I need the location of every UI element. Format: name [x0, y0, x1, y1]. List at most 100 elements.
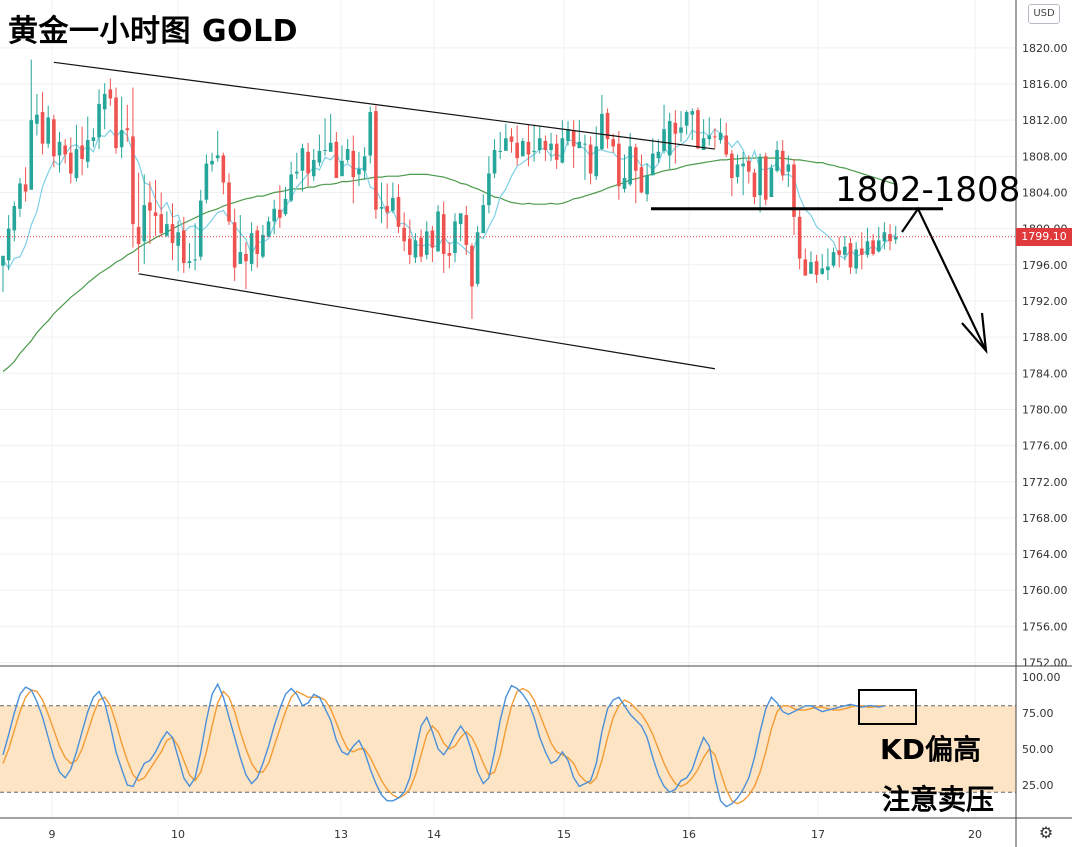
candle — [560, 120, 565, 164]
candle — [690, 108, 695, 141]
candle-body — [854, 249, 858, 269]
candle-body — [464, 215, 469, 245]
candle-body — [306, 151, 310, 174]
candle-body — [662, 129, 666, 151]
price-tick-label: 1776.00 — [1022, 440, 1068, 453]
candle-body — [888, 234, 892, 242]
candle — [424, 221, 429, 260]
candle-body — [334, 141, 339, 179]
date-tick-label: 10 — [171, 828, 185, 841]
candle — [662, 104, 666, 154]
kd-k-line — [2, 682, 885, 808]
candle-body — [893, 236, 898, 240]
candle — [91, 128, 96, 148]
trendlines — [53, 61, 988, 370]
candle — [735, 154, 740, 184]
candle — [684, 110, 689, 135]
candle — [860, 232, 864, 270]
candle — [521, 138, 525, 157]
price-tick-label: 1780.00 — [1022, 403, 1068, 416]
candle-body — [80, 145, 84, 160]
candle — [176, 220, 180, 272]
candle-body — [650, 153, 655, 176]
candle-body — [532, 150, 536, 152]
candle — [741, 151, 745, 196]
candle-body — [526, 141, 531, 155]
candle-body — [244, 253, 248, 262]
candle-body — [193, 259, 197, 261]
currency-button[interactable]: USD — [1028, 4, 1060, 24]
candle-body — [221, 155, 226, 183]
candle — [447, 242, 452, 269]
candle — [515, 125, 519, 166]
candle-body — [707, 135, 712, 140]
candle — [871, 234, 875, 256]
candle-body — [735, 164, 740, 178]
candle — [396, 184, 401, 234]
candle-body — [809, 262, 813, 274]
candle — [498, 131, 502, 160]
candle — [679, 111, 683, 142]
candle-body — [543, 140, 548, 150]
price-tick-label: 1796.00 — [1022, 259, 1068, 272]
kd-tick-label: 75.00 — [1022, 707, 1054, 720]
ma-slow-line — [2, 156, 896, 372]
candle-body — [328, 142, 333, 152]
candle — [876, 226, 881, 253]
candle — [780, 140, 785, 181]
candle — [758, 153, 762, 213]
candle-body — [46, 117, 50, 144]
candle — [119, 96, 124, 159]
candle — [391, 182, 395, 214]
candle — [707, 117, 712, 146]
candle-body — [441, 214, 446, 254]
candle — [826, 248, 830, 281]
candle — [848, 237, 853, 274]
candle — [475, 225, 480, 287]
price-tick-label: 1820.00 — [1022, 42, 1068, 55]
candle — [882, 222, 887, 250]
candle-body — [114, 97, 118, 149]
candle — [306, 142, 310, 187]
price-tick-label: 1752.00 — [1022, 657, 1068, 670]
candle — [667, 112, 672, 169]
candle — [628, 132, 632, 187]
candle-body — [351, 150, 356, 178]
candle-body — [571, 131, 576, 147]
candle-body — [786, 164, 791, 172]
candle-body — [368, 112, 373, 156]
candle — [854, 242, 858, 274]
candle — [170, 203, 175, 261]
candle-body — [272, 208, 276, 222]
candle — [566, 121, 570, 146]
kd-oscillator — [2, 682, 917, 808]
candle-body — [165, 224, 169, 236]
candle-body — [876, 240, 881, 252]
candle — [357, 151, 361, 187]
price-tick-label: 1812.00 — [1022, 114, 1068, 127]
candle — [379, 182, 384, 224]
candle — [334, 131, 339, 179]
candle — [820, 253, 825, 275]
candle — [29, 59, 34, 190]
candle-body — [588, 144, 593, 174]
candle — [40, 92, 45, 155]
candle-body — [848, 243, 853, 268]
candle-body — [6, 228, 11, 261]
candle-body — [182, 230, 186, 263]
candle — [747, 155, 751, 184]
candle — [718, 118, 723, 144]
candle — [831, 247, 836, 268]
candle — [492, 139, 497, 179]
gear-icon[interactable]: ⚙ — [1038, 823, 1054, 842]
candle-body — [747, 160, 751, 172]
candle — [634, 143, 638, 204]
candle — [69, 137, 73, 184]
candle — [797, 208, 802, 270]
candle — [340, 145, 344, 177]
candle — [402, 212, 406, 252]
channel-trendline — [138, 273, 715, 370]
candle-body — [673, 122, 678, 134]
candle-body — [679, 127, 683, 133]
